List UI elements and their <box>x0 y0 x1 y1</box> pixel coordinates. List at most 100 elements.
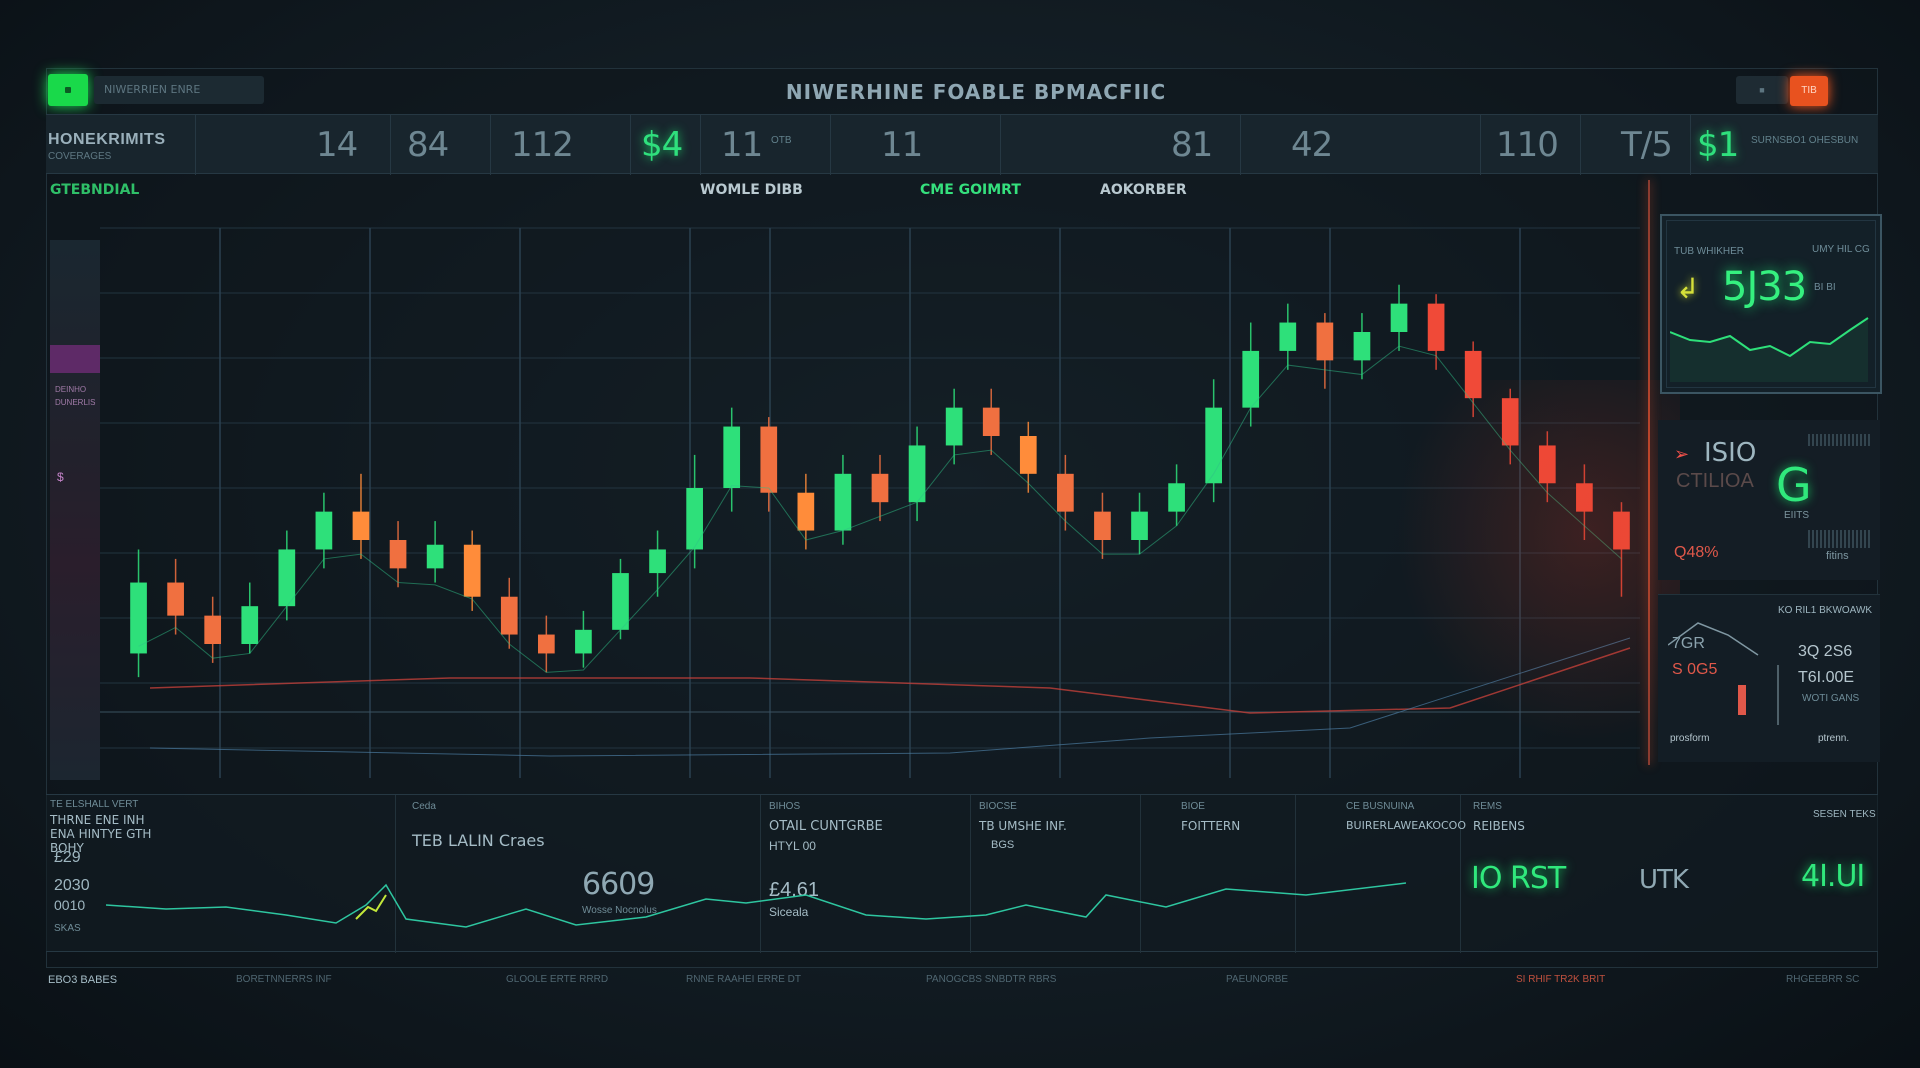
candle-body <box>315 511 333 550</box>
left-toolbar-active[interactable] <box>50 345 100 373</box>
flag-icon: ➢ <box>1674 444 1690 464</box>
signal-value: ISIO <box>1704 438 1757 468</box>
red-trend-line <box>149 647 1631 714</box>
ticker-value: $1 <box>1697 125 1739 165</box>
bottom-value-green: 4I.UI <box>1801 859 1865 894</box>
candle-body <box>982 407 1000 436</box>
bottom-sub: Wosse Nocnolus <box>582 905 657 916</box>
bottom-head: TE ELSHALL VERT <box>50 799 139 810</box>
signal-foot: fitins <box>1826 550 1849 562</box>
bottom-cell[interactable]: BIHOS OTAIL CUNTGRBE HTYL 00 £4.61 Sicea… <box>761 795 971 953</box>
ticker-cell[interactable]: 14 <box>196 115 391 175</box>
ticker-value: 112 <box>511 125 574 165</box>
minimize-button[interactable]: ■ <box>1736 76 1788 104</box>
breakdown-panel[interactable]: KO RIL1 BKWOAWK 7GR 3Q 2S6 S 0G5 T6I.00E… <box>1658 594 1880 762</box>
tab-aokorber[interactable]: AOKORBER <box>1100 182 1187 198</box>
ticker-cell[interactable]: $4 <box>631 115 701 175</box>
candle-body <box>352 511 370 540</box>
bottom-cell[interactable]: Ceda TEB LALIN Craes 6609 Wosse Nocnolus <box>396 795 761 953</box>
left-toolbar <box>50 240 100 780</box>
ticker-cell[interactable]: 81 <box>1001 115 1241 175</box>
candle-body <box>1279 322 1297 351</box>
candle-body <box>241 606 259 644</box>
status-item[interactable]: PAEUNORBE <box>1226 974 1289 985</box>
candle-body <box>686 488 703 550</box>
bottom-v1: £29 <box>54 849 81 866</box>
candle-body <box>575 629 592 654</box>
close-button[interactable]: TIB <box>1790 76 1828 106</box>
tab-trendial[interactable]: GTEBNDIAL <box>50 182 140 198</box>
candle-body <box>797 492 815 531</box>
candle-body <box>871 473 889 503</box>
ticker-cell[interactable]: T/5 <box>1581 115 1691 175</box>
candle-body <box>204 615 222 644</box>
price-panel-inner <box>1666 220 1876 388</box>
bottom-value: UTK <box>1639 865 1689 895</box>
candlestick-chart[interactable] <box>50 208 1650 786</box>
bottom-sub: HTYL 00 <box>769 839 816 853</box>
ticker-heading: HONEKRIMITS COVERAGES <box>46 115 196 175</box>
candle-body <box>1538 445 1556 484</box>
candle-body <box>538 634 555 654</box>
candle-body <box>1464 350 1482 399</box>
ticker-value: $4 <box>641 125 683 165</box>
price-panel-value: 5J33 <box>1722 264 1807 310</box>
candle-body <box>908 445 926 503</box>
bottom-v2: 2030 <box>54 877 90 894</box>
status-item[interactable]: PANOGCBS SNBDTR RBRS <box>926 974 1057 985</box>
bottom-cell[interactable]: REMS REIBENS SESEN TEKS IO RST UTK 4I.UI <box>1461 795 1878 953</box>
signal-bars <box>1808 530 1872 548</box>
bottom-head: BIOE <box>1181 801 1205 812</box>
bottom-head: BIHOS <box>769 801 801 812</box>
bottom-cell[interactable]: CE BUSNUINA BUIRERLAWEAKOCOO <box>1296 795 1466 953</box>
price-panel-label-right: UMY HIL CG <box>1812 244 1870 255</box>
breakdown-v3: S 0G5 <box>1672 661 1718 678</box>
ticker-cell[interactable]: 110 <box>1481 115 1581 175</box>
ticker-cell[interactable]: $1 SURNSBO1 OHESBUN <box>1691 115 1878 175</box>
ticker-cell[interactable]: 84 <box>391 115 491 175</box>
status-item[interactable]: GLOOLE ERTE RRRD <box>506 974 609 985</box>
tab-cme[interactable]: CME GOIMRT <box>920 182 1021 198</box>
status-item[interactable]: RNNE RAAHEI ERRE DT <box>686 974 802 985</box>
status-light-icon[interactable] <box>48 74 88 106</box>
bottom-cell[interactable]: BIOE FOITTERN <box>1141 795 1296 953</box>
bottom-cell[interactable]: TE ELSHALL VERT THRNE ENE INH ENA HINTYE… <box>46 795 396 953</box>
bottom-sub: BGS <box>991 839 1015 851</box>
bottom-head: REMS <box>1473 801 1502 812</box>
ticker-value: 11 <box>721 125 763 165</box>
ticker-cell[interactable]: 112 <box>491 115 631 175</box>
price-panel[interactable]: TUB WHIKHER UMY HIL CG 5J33 BI BI ↲ <box>1660 214 1882 394</box>
ticker-cell[interactable]: 42 <box>1241 115 1481 175</box>
bottom-head: BIOCSE <box>979 801 1017 812</box>
left-panel-text: DEINHO <box>55 385 87 394</box>
sparkline-line <box>1670 317 1869 358</box>
signal-panel[interactable]: ➢ ISIO CTILIOA G EIITS Q48% fitins <box>1658 420 1880 580</box>
signal-pct: Q48% <box>1674 544 1719 561</box>
tab-womle[interactable]: WOMLE DIBB <box>700 182 803 198</box>
bottom-cell[interactable]: BIOCSE TB UMSHE INF. BGS <box>971 795 1141 953</box>
ticker-cell[interactable]: 11 OTB <box>701 115 831 175</box>
candle-body <box>426 544 444 569</box>
candle-body <box>945 407 963 446</box>
dollar-icon: $ <box>57 470 64 484</box>
blue-trend-line <box>149 637 1631 757</box>
breakdown-v1: 7GR <box>1672 635 1705 652</box>
bottom-panels: TE ELSHALL VERT THRNE ENE INH ENA HINTYE… <box>46 794 1878 953</box>
breakdown-title: KO RIL1 BKWOAWK <box>1778 605 1873 616</box>
bottom-sub: SKAS <box>54 923 81 934</box>
bottom-head: Ceda <box>412 801 436 812</box>
ticker-cell[interactable]: 11 <box>831 115 1001 175</box>
bottom-sparkline-line <box>106 882 1406 928</box>
price-sparkline <box>1670 317 1869 382</box>
app-tag[interactable]: NIWERRIEN ENRE <box>94 76 264 104</box>
arrow-icon: ↲ <box>1676 273 1700 304</box>
candle-body <box>1205 407 1222 484</box>
status-item[interactable]: EBO3 BABES <box>48 974 118 986</box>
candle-body <box>1501 398 1519 446</box>
breakdown-chart <box>1668 622 1779 725</box>
candle-body <box>278 549 296 607</box>
status-item[interactable]: SI RHIF TR2K BRIT <box>1516 974 1606 985</box>
status-item[interactable]: RHGEEBRR SC <box>1786 974 1860 985</box>
status-bar: EBO3 BABES BORETNNERRS INF GLOOLE ERTE R… <box>46 970 1878 994</box>
status-item[interactable]: BORETNNERRS INF <box>236 974 332 985</box>
